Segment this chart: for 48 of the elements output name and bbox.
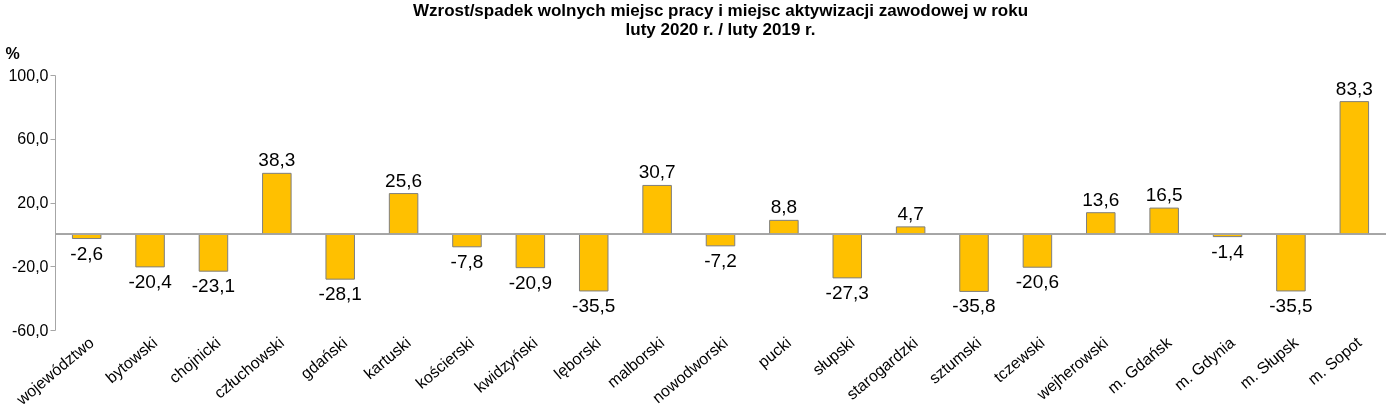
y-axis-title: % — [5, 44, 20, 62]
bar — [959, 233, 989, 292]
bar — [1276, 233, 1306, 292]
data-label: 25,6 — [385, 169, 423, 191]
data-label: -35,5 — [1269, 294, 1313, 316]
data-label: -1,4 — [1211, 240, 1245, 262]
data-label: 8,8 — [770, 196, 798, 218]
bar — [388, 193, 419, 235]
bar — [452, 233, 482, 248]
data-label: 16,5 — [1145, 184, 1183, 206]
data-label: 83,3 — [1335, 77, 1373, 99]
bar — [642, 184, 672, 235]
bar — [832, 233, 863, 279]
data-label: -7,8 — [450, 250, 484, 272]
data-label: -23,1 — [191, 275, 236, 297]
data-label: -35,8 — [952, 295, 996, 317]
bar — [325, 233, 355, 280]
data-label: 38,3 — [258, 149, 296, 171]
bar — [1086, 212, 1116, 235]
data-label: -2,6 — [70, 242, 104, 264]
data-label: -20,4 — [128, 270, 173, 292]
text: Wzrost/spadek wolnych miejsc pracy i miejsc aktywizacji zawodowej w roku — [412, 1, 1029, 20]
data-label: 13,6 — [1082, 188, 1120, 210]
y-tick-label: 60,0 — [17, 130, 49, 148]
bar — [515, 233, 546, 269]
data-label: -28,1 — [318, 283, 362, 305]
data-label: 4,7 — [897, 202, 924, 224]
bar — [1149, 207, 1179, 235]
data-label: -20,6 — [1015, 271, 1060, 293]
y-tick-label: 100,0 — [8, 66, 49, 84]
bar — [135, 233, 165, 268]
data-label: -35,5 — [572, 294, 616, 316]
bar — [1339, 101, 1370, 235]
text: luty 2020 r. / luty 2019 r. — [625, 20, 816, 39]
data-label: -7,2 — [704, 249, 737, 271]
bar — [198, 233, 229, 272]
bar — [578, 233, 609, 292]
data-label: 30,7 — [638, 161, 676, 183]
data-label: -20,9 — [508, 271, 553, 293]
y-tick-label: -60,0 — [12, 321, 49, 339]
bar — [895, 226, 926, 235]
bar — [769, 219, 799, 235]
bar — [262, 172, 292, 235]
y-tick-label: -20,0 — [12, 257, 49, 275]
bar — [705, 233, 736, 247]
y-tick-label: 20,0 — [17, 194, 49, 211]
bar — [1022, 233, 1053, 268]
data-label: -27,3 — [825, 281, 869, 303]
